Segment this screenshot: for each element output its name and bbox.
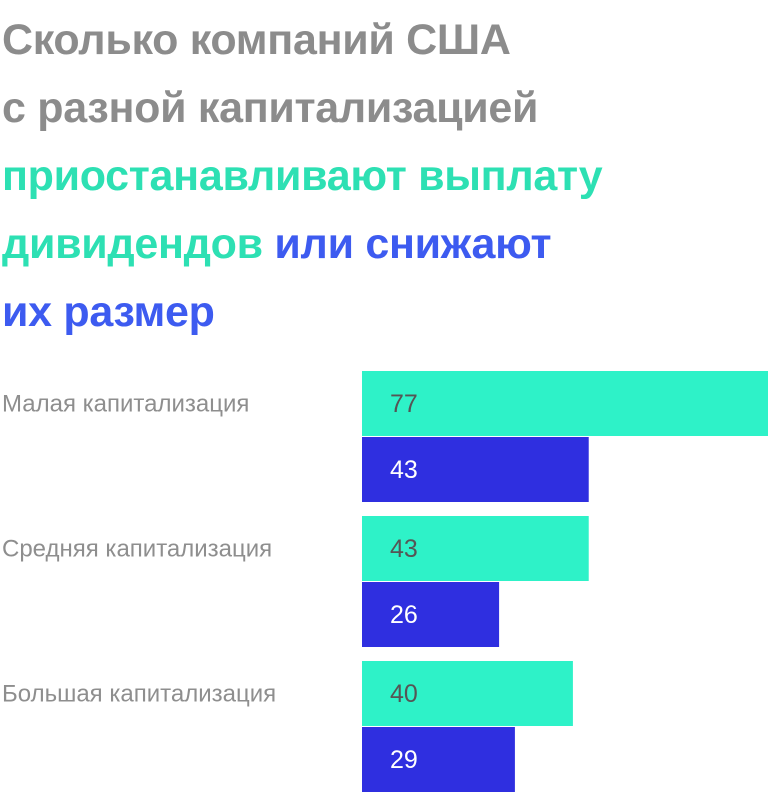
title-line-5: их размер [2, 288, 215, 336]
bar-series-1 [362, 371, 768, 436]
bar-value-label: 77 [390, 390, 418, 418]
chart-title: Сколько компаний США с разной капитализа… [2, 6, 762, 346]
title-suspend-word: дивидендов [2, 220, 263, 268]
bar-value-label: 29 [390, 746, 418, 774]
bar-value-label: 40 [390, 680, 418, 708]
title-line-2: с разной капитализацией [2, 84, 539, 132]
bar-value-label: 43 [390, 535, 418, 563]
title-line-3: приостанавливают выплату [2, 152, 603, 200]
bar-series-2 [362, 437, 589, 502]
bar-series-2 [362, 582, 500, 647]
category-label: Средняя капитализация [2, 536, 272, 563]
title-line-1: Сколько компаний США [2, 16, 511, 64]
title-reduce-phrase: или снижают [262, 220, 552, 268]
bar-chart: Малая капитализация 77 43 Средняя капитализ… [2, 371, 768, 792]
bar-series-1 [362, 661, 573, 726]
bar-value-label: 43 [390, 456, 418, 484]
category-label: Малая капитализация [2, 391, 249, 418]
title-line-4: дивидендов или снижают [2, 210, 762, 278]
category-label: Большая капитализация [2, 681, 276, 708]
bar-series-2 [362, 727, 515, 792]
bar-value-label: 26 [390, 601, 418, 629]
bar-series-1 [362, 516, 589, 581]
